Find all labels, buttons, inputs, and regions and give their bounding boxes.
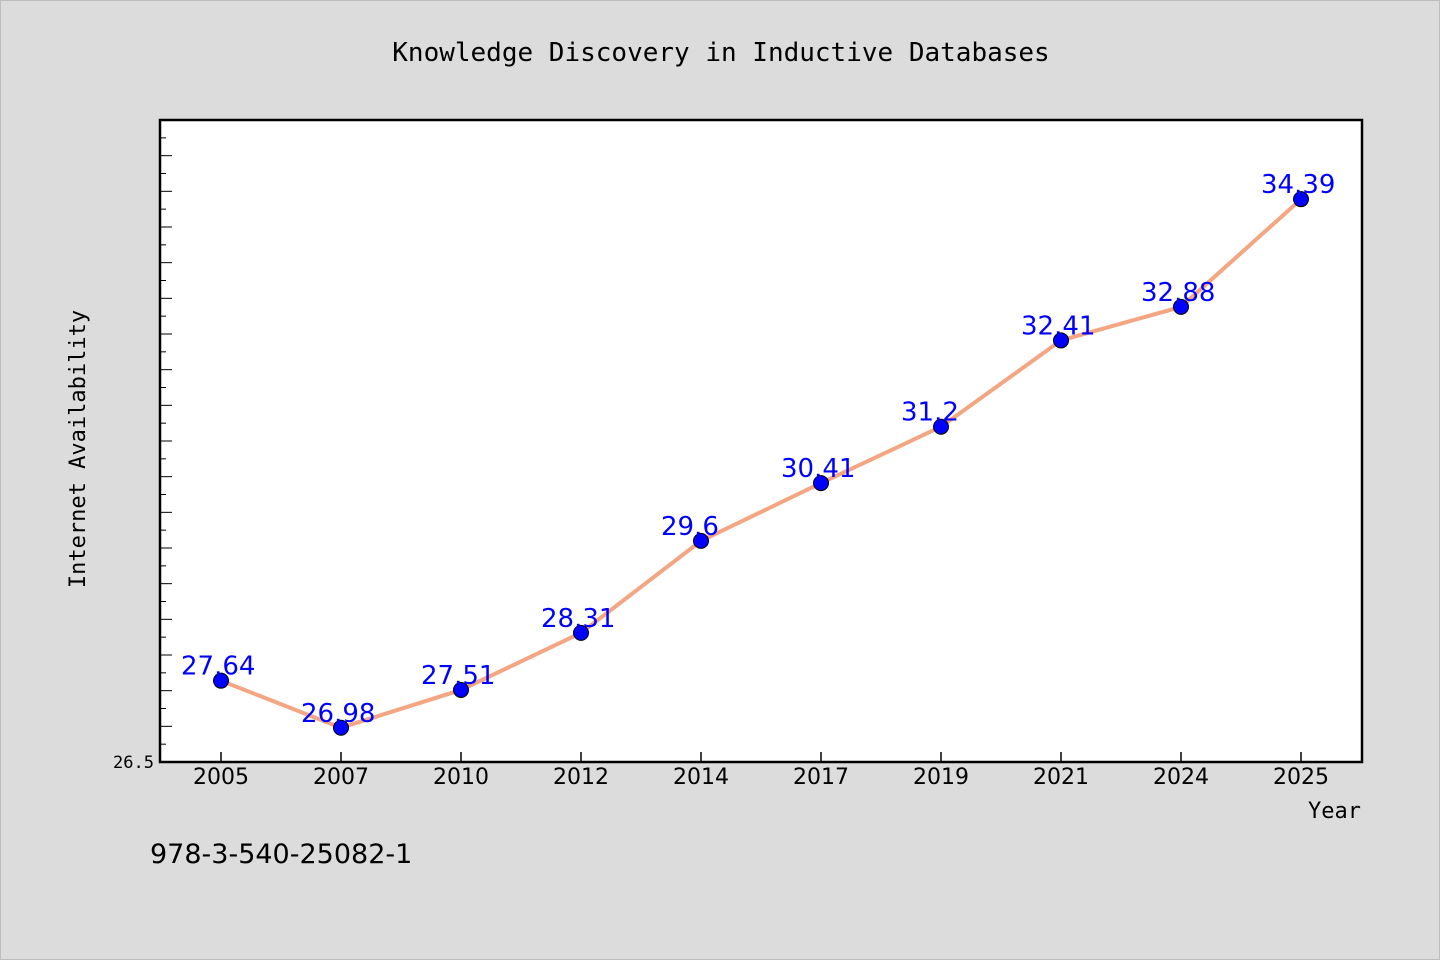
data-label: 28.31 (541, 604, 615, 634)
plot-area (158, 118, 1364, 764)
data-point (813, 475, 829, 492)
x-tick-label: 2025 (1273, 765, 1329, 790)
data-label: 32.88 (1141, 278, 1215, 308)
data-label: 26.98 (301, 699, 375, 729)
data-point (933, 418, 949, 435)
data-label: 30.41 (781, 454, 855, 484)
y-tick-label: 26.5 (113, 753, 154, 773)
x-tick-label: 2017 (793, 765, 849, 790)
data-labels: 27.64 26.98 27.51 28.31 29.6 30.41 31.2 32.41 32… (181, 170, 1335, 729)
data-point (1293, 191, 1309, 208)
x-axis-label: Year (1308, 799, 1361, 824)
x-axis-tick-labels: 2005 2007 2010 2012 2014 2017 2019 2021 2024 2025 (193, 752, 1329, 790)
isbn-footer: 978-3-540-25082-1 (150, 839, 412, 870)
data-label: 27.51 (421, 661, 495, 691)
data-point (333, 719, 349, 736)
y-axis-label: Internet Availability (66, 310, 91, 588)
data-label: 32.41 (1021, 311, 1095, 341)
data-label: 29.6 (661, 512, 719, 542)
data-label: 34.39 (1261, 170, 1335, 200)
x-tick-label: 2014 (673, 765, 729, 790)
data-point (1053, 332, 1069, 349)
x-tick-label: 2012 (553, 765, 609, 790)
x-tick-label: 2021 (1033, 765, 1089, 790)
x-tick-label: 2010 (433, 765, 489, 790)
series-line (219, 197, 1303, 730)
data-point (453, 681, 469, 698)
x-tick-label: 2019 (913, 765, 969, 790)
x-tick-label: 2007 (313, 765, 369, 790)
data-point (213, 672, 229, 689)
x-tick-label: 2024 (1153, 765, 1209, 790)
data-markers (213, 191, 1309, 736)
x-tick-label: 2005 (193, 765, 249, 790)
data-point (573, 624, 589, 641)
data-label: 31.2 (901, 398, 959, 428)
data-point (1173, 298, 1189, 315)
chart-title: Knowledge Discovery in Inductive Databas… (392, 38, 1049, 68)
data-point (693, 532, 709, 549)
y-axis-ticks (160, 119, 172, 763)
data-label: 27.64 (181, 652, 255, 682)
